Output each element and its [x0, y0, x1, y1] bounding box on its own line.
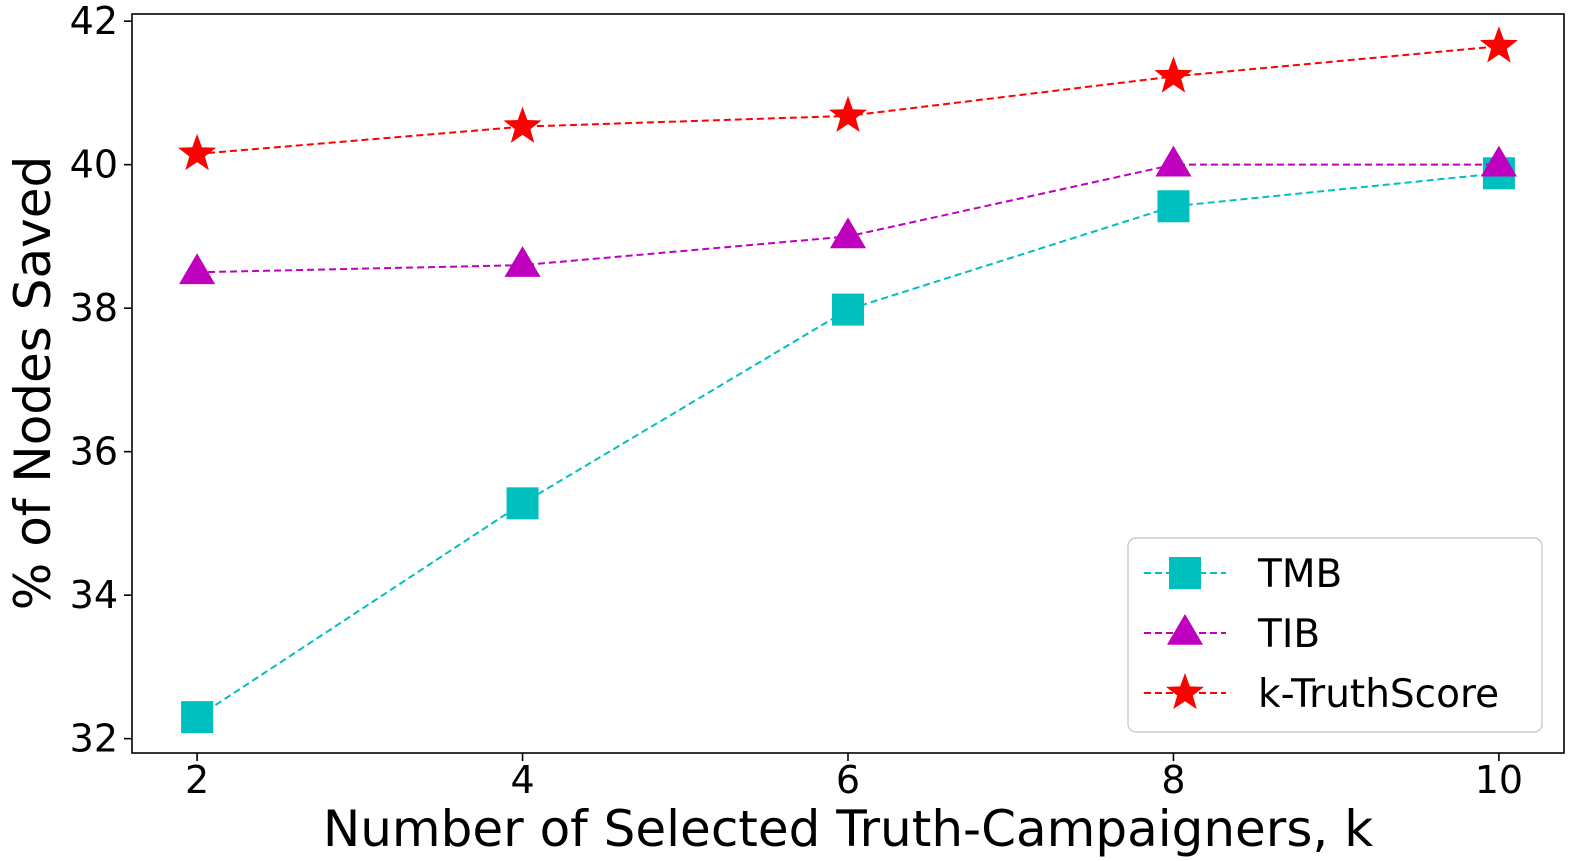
legend-items: TMB TIB k-TruthScore [1144, 552, 1499, 717]
y-tick-label: 32 [70, 717, 118, 761]
data-point [1157, 190, 1190, 223]
y-axis-label: % of Nodes Saved [4, 156, 62, 610]
data-point [179, 253, 216, 285]
legend-marker [1165, 673, 1205, 710]
plot-series [178, 26, 1518, 734]
plot-frame [131, 13, 1565, 754]
legend-box [1127, 537, 1543, 733]
data-point [1155, 145, 1192, 177]
series-tib [179, 145, 1517, 285]
legend-label: TIB [1257, 612, 1320, 657]
data-point [1480, 145, 1517, 177]
data-point [832, 293, 864, 326]
y-tick-label: 40 [70, 143, 118, 187]
legend: TMB TIB k-TruthScore [1127, 537, 1543, 733]
data-point [178, 133, 217, 171]
y-tick-label: 36 [70, 430, 118, 474]
legend-item: TIB [1144, 612, 1320, 657]
legend-label: TMB [1257, 552, 1342, 597]
legend-item: k-TruthScore [1144, 672, 1499, 717]
data-point [1479, 26, 1518, 63]
data-point [1154, 56, 1193, 93]
y-tick-label: 34 [70, 573, 118, 617]
y-tick-label: 42 [70, 0, 118, 43]
series-tmb [181, 157, 1515, 734]
legend-item: TMB [1144, 552, 1342, 597]
legend-marker [1166, 614, 1204, 645]
y-tick-label: 38 [70, 286, 118, 330]
series-k-truthscore [178, 26, 1518, 171]
x-tick-label: 2 [185, 758, 209, 802]
x-tick-label: 8 [1161, 758, 1185, 802]
data-point [504, 246, 541, 277]
legend-label: k-TruthScore [1258, 672, 1499, 717]
data-point [828, 95, 868, 133]
x-tick-label: 4 [510, 758, 534, 802]
x-axis-label: Number of Selected Truth-Campaigners, k [323, 800, 1373, 858]
data-point [829, 217, 867, 249]
x-tick-label: 6 [836, 758, 860, 802]
data-point [506, 487, 539, 520]
data-point [503, 106, 542, 143]
x-tick-label: 10 [1475, 758, 1523, 802]
data-point [181, 701, 214, 734]
legend-marker [1169, 557, 1201, 589]
axis-ticks: 2 4 6 8 10 32 34 36 38 40 42 [70, 0, 1523, 802]
series-line [196, 172, 1500, 718]
